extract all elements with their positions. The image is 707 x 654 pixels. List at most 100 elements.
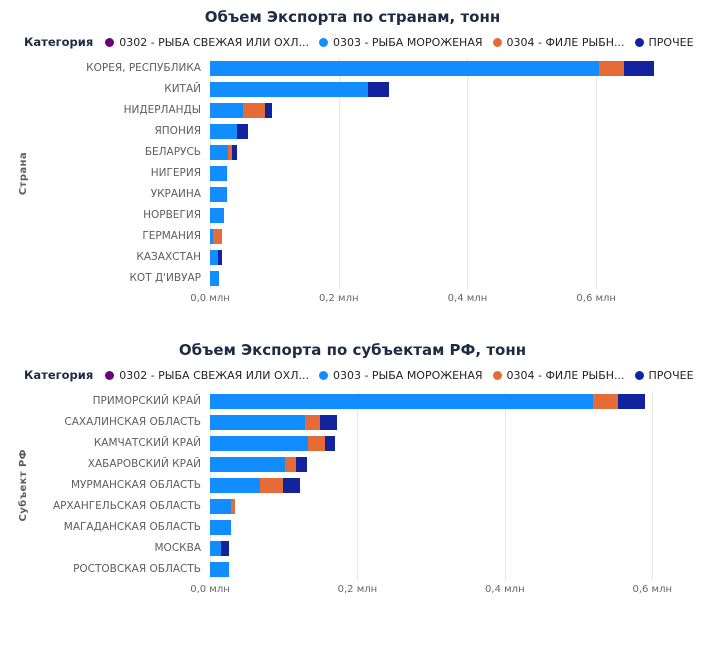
bar[interactable] — [210, 145, 667, 160]
bar-segment[interactable] — [623, 61, 655, 76]
legend-item[interactable]: 0303 - РЫБА МОРОЖЕНАЯ — [318, 36, 483, 49]
bar[interactable] — [210, 499, 667, 514]
charts-root: Объем Экспорта по странам, тонн Категори… — [0, 8, 707, 598]
bar[interactable] — [210, 478, 667, 493]
bar-segment[interactable] — [210, 499, 231, 514]
bar-segment[interactable] — [260, 478, 283, 493]
legend-item-label: ПРОЧЕЕ — [648, 368, 694, 382]
bar[interactable] — [210, 394, 667, 409]
bar-segment[interactable] — [210, 562, 230, 577]
legend-item[interactable]: 0302 - РЫБА СВЕЖАЯ ИЛИ ОХЛ... — [105, 36, 309, 49]
legend: Категория 0302 - РЫБА СВЕЖАЯ ИЛИ ОХЛ... 0… — [10, 368, 694, 382]
bar-segment[interactable] — [212, 229, 223, 244]
x-tick-label: 0,4 млн — [485, 584, 525, 595]
bar[interactable] — [210, 271, 667, 286]
legend-item[interactable]: ПРОЧЕЕ — [634, 368, 694, 382]
category-label: УКРАИНА — [150, 188, 201, 200]
bar-segment[interactable] — [282, 478, 300, 493]
x-tick-label: 0,6 млн — [632, 584, 673, 595]
bar-row — [210, 58, 667, 79]
bar-segment[interactable] — [218, 250, 223, 265]
bar-segment[interactable] — [210, 229, 213, 244]
bar[interactable] — [210, 208, 667, 223]
bar[interactable] — [210, 61, 667, 76]
bar-segment[interactable] — [210, 415, 306, 430]
x-axis: 0,0 млн 0,2 млн 0,4 млн 0,6 млн — [190, 583, 672, 598]
category-label: НОРВЕГИЯ — [143, 209, 201, 221]
legend-item[interactable]: 0303 - РЫБА МОРОЖЕНАЯ — [318, 369, 483, 382]
chart-title: Объем Экспорта по субъектам РФ, тонн — [178, 341, 527, 359]
bar-segment[interactable] — [210, 124, 238, 139]
bar-segment[interactable] — [210, 82, 368, 97]
bar[interactable] — [210, 541, 667, 556]
bar[interactable] — [210, 187, 667, 202]
bar-segment[interactable] — [237, 124, 248, 139]
bar[interactable] — [210, 457, 667, 472]
category-label: РОСТОВСКАЯ ОБЛАСТЬ — [73, 563, 201, 575]
legend-item[interactable]: ПРОЧЕЕ — [634, 36, 694, 49]
bar-segment[interactable] — [210, 250, 219, 265]
bar[interactable] — [210, 436, 667, 451]
bar-segment[interactable] — [243, 103, 265, 118]
gridline — [357, 391, 359, 580]
category-label: ЯПОНИЯ — [154, 125, 201, 137]
bar-segment[interactable] — [618, 394, 645, 409]
bar-segment[interactable] — [228, 145, 232, 160]
bar-segment[interactable] — [210, 208, 225, 223]
bar-row — [210, 433, 667, 454]
bar-segment[interactable] — [324, 436, 336, 451]
bar-segment[interactable] — [319, 415, 337, 430]
bar-segment[interactable] — [308, 436, 325, 451]
bar-segment[interactable] — [599, 61, 624, 76]
bar-segment[interactable] — [210, 145, 229, 160]
bar[interactable] — [210, 103, 667, 118]
bar-segment[interactable] — [210, 520, 231, 535]
bar-segment[interactable] — [221, 541, 230, 556]
bar[interactable] — [210, 415, 667, 430]
bar-segment[interactable] — [210, 187, 227, 202]
legend-item[interactable]: 0304 - ФИЛЕ РЫБН... — [492, 36, 625, 49]
category-labels: ПРИМОРСКИЙ КРАЙ САХАЛИНСКАЯ ОБЛАСТЬ КАМЧАТ… — [36, 391, 210, 580]
x-tick-label: 0,0 млн — [190, 293, 230, 304]
y-axis-title: Субъект РФ — [10, 391, 36, 580]
gridline — [504, 391, 506, 580]
chart-body: Субъект РФ ПРИМОРСКИЙ КРАЙ САХАЛИНСКАЯ ОБ… — [10, 391, 667, 580]
bar-row — [210, 142, 667, 163]
category-labels: КОРЕЯ, РЕСПУБЛИКА КИТАЙ НИДЕРЛАНДЫ ЯПОНИЯ БЕ… — [36, 58, 210, 289]
plot-area — [210, 391, 667, 580]
bar-segment[interactable] — [231, 145, 238, 160]
bar-segment[interactable] — [367, 82, 389, 97]
bar[interactable] — [210, 124, 667, 139]
category-label: НИДЕРЛАНДЫ — [123, 104, 201, 116]
gridline — [596, 58, 598, 289]
bar[interactable] — [210, 82, 667, 97]
bar-segment[interactable] — [285, 457, 297, 472]
legend-item[interactable]: 0304 - ФИЛЕ РЫБН... — [492, 369, 625, 382]
legend-color-dot — [634, 370, 644, 380]
bar-segment[interactable] — [296, 457, 308, 472]
bar-segment[interactable] — [210, 271, 219, 286]
bar-segment[interactable] — [210, 394, 594, 409]
bar[interactable] — [210, 562, 667, 577]
bar-segment[interactable] — [264, 103, 273, 118]
bar[interactable] — [210, 520, 667, 535]
legend-item-label: 0302 - РЫБА СВЕЖАЯ ИЛИ ОХЛ... — [119, 368, 309, 382]
bar-segment[interactable] — [305, 415, 320, 430]
bar-segment[interactable] — [210, 478, 261, 493]
bar-segment[interactable] — [210, 436, 309, 451]
bar-segment[interactable] — [230, 499, 236, 514]
bar-segment[interactable] — [593, 394, 619, 409]
bar[interactable] — [210, 229, 667, 244]
chart-card: Объем Экспорта по субъектам РФ, тонн Кат… — [0, 341, 707, 598]
bar[interactable] — [210, 250, 667, 265]
bar-segment[interactable] — [210, 166, 227, 181]
bar[interactable] — [210, 166, 667, 181]
bar-segment[interactable] — [210, 103, 244, 118]
category-label: КОТ Д'ИВУАР — [129, 272, 201, 284]
legend-item[interactable]: 0302 - РЫБА СВЕЖАЯ ИЛИ ОХЛ... — [105, 369, 309, 382]
legend-color-dot — [634, 37, 644, 47]
bar-segment[interactable] — [210, 61, 600, 76]
bar-segment[interactable] — [210, 457, 286, 472]
legend-color-dot — [318, 370, 328, 380]
bar-segment[interactable] — [210, 541, 222, 556]
